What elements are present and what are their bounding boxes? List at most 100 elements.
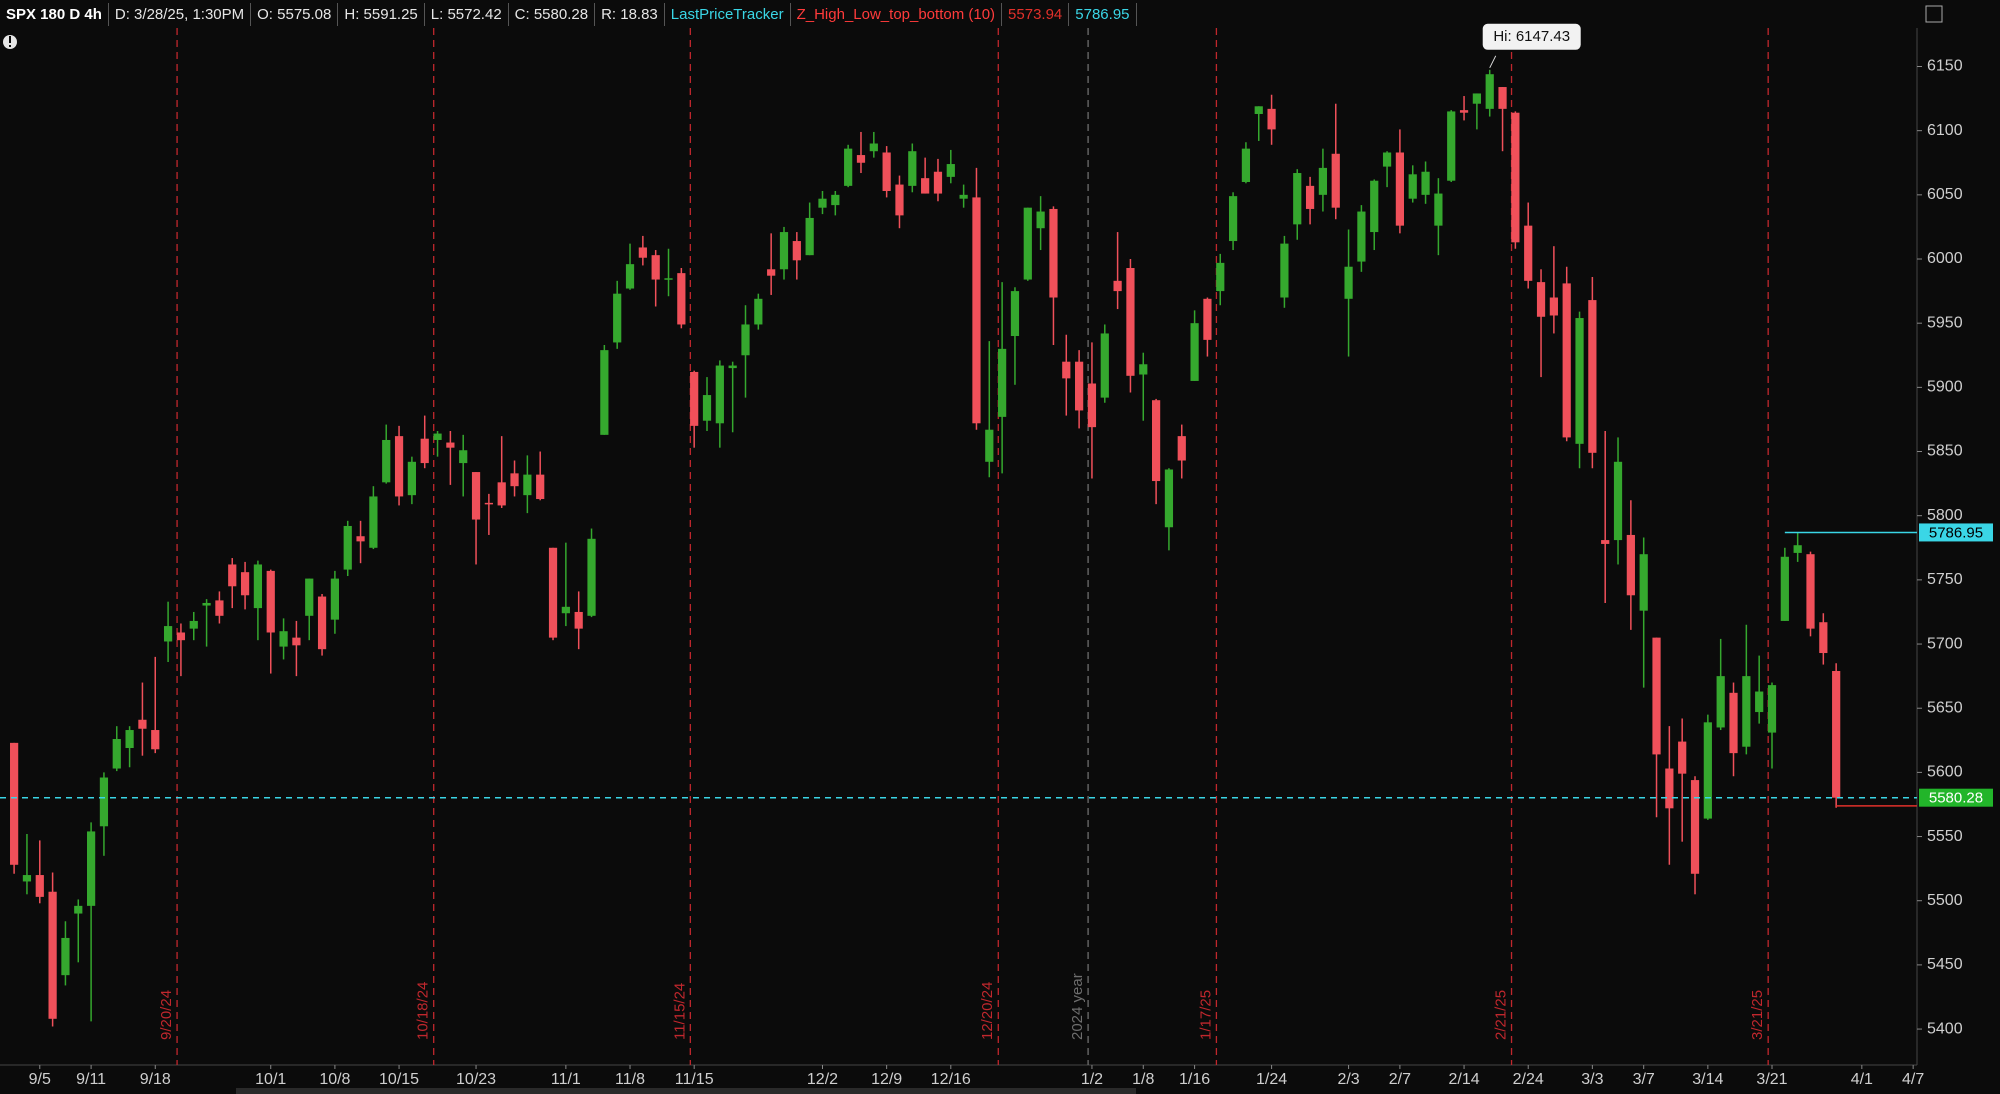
candle-body: [856, 155, 866, 163]
candle-body: [1203, 298, 1212, 340]
candle-body: [779, 232, 789, 270]
candle-body: [176, 632, 186, 641]
header-item: H: 5591.25: [338, 2, 425, 26]
x-tick-label: 2/14: [1448, 1071, 1479, 1088]
settings-icon[interactable]: [1925, 5, 1943, 23]
candle-body: [99, 777, 109, 827]
candle-body: [1395, 152, 1405, 226]
candle-body: [651, 255, 660, 280]
scrollbar[interactable]: [236, 1088, 1136, 1094]
header-item: O: 5575.08: [251, 2, 339, 26]
candle-body: [1678, 741, 1687, 774]
x-tick-label: 4/1: [1851, 1071, 1873, 1088]
candle-body: [664, 278, 673, 280]
alert-icon-dot: [9, 45, 11, 47]
x-tick-label: 10/15: [379, 1071, 419, 1088]
candle-body: [1588, 300, 1597, 453]
candle-body: [279, 631, 288, 647]
candle-body: [690, 371, 699, 426]
x-tick-label: 10/1: [255, 1071, 286, 1088]
candle-body: [1293, 173, 1302, 225]
candle-body: [1241, 148, 1251, 183]
candle-body: [459, 450, 468, 464]
candle-body: [574, 611, 583, 629]
candle-body: [163, 626, 173, 642]
candle-body: [1524, 225, 1533, 281]
x-tick-label: 10/8: [319, 1071, 350, 1088]
candle-body: [587, 538, 596, 616]
candle-body: [561, 606, 570, 614]
x-tick-label: 11/1: [551, 1071, 581, 1088]
candle-body: [1382, 152, 1392, 167]
event-label: 2024 year: [1069, 973, 1086, 1040]
candle-body: [61, 937, 70, 976]
candle-body: [1177, 436, 1186, 461]
candle-body: [1536, 282, 1546, 317]
y-tick-label: 5850: [1927, 443, 1963, 460]
x-tick-label: 3/7: [1633, 1071, 1655, 1088]
candle-body: [138, 719, 147, 729]
y-tick-label: 5900: [1927, 379, 1963, 396]
candle-body: [998, 348, 1007, 417]
candle-body: [356, 536, 365, 542]
x-tick-label: 12/16: [931, 1071, 971, 1088]
candle-body: [1793, 545, 1802, 553]
candle-body: [1280, 243, 1289, 298]
candle-body: [1216, 262, 1225, 292]
candle-body: [548, 547, 558, 638]
x-tick-label: 1/16: [1179, 1071, 1210, 1088]
y-tick-label: 5600: [1927, 764, 1963, 781]
candle-body: [420, 438, 429, 464]
candle-body: [536, 474, 545, 500]
alert-icon-mark: [9, 36, 11, 43]
candle-body: [292, 637, 301, 646]
x-tick-label: 1/8: [1132, 1071, 1154, 1088]
candle-body: [741, 324, 750, 356]
candle-body: [1357, 211, 1366, 262]
annotation-pointer: [1489, 55, 1497, 69]
header-item: R: 18.83: [595, 2, 665, 26]
y-tick-label: 6000: [1927, 250, 1963, 267]
candle-body: [882, 152, 891, 191]
header-item: SPX 180 D 4h: [0, 2, 109, 26]
price-badge-label: 5786.95: [1929, 524, 1983, 541]
candle-body: [1652, 637, 1661, 755]
candle-body: [305, 578, 314, 616]
candle-body: [933, 171, 943, 194]
candle-body: [407, 461, 416, 496]
candle-body: [317, 596, 327, 650]
candle-body: [394, 436, 404, 497]
candle-body: [1806, 554, 1815, 629]
y-tick-label: 5700: [1927, 635, 1963, 652]
candle-body: [1421, 171, 1430, 195]
candle-body: [151, 730, 160, 750]
candle-body: [471, 472, 481, 520]
candle-body: [805, 217, 814, 256]
candle-body: [1626, 534, 1635, 596]
candle-body: [1819, 622, 1828, 654]
candle-body: [921, 178, 930, 194]
event-label: 2/21/25: [1492, 990, 1509, 1040]
candle-body: [1703, 722, 1712, 819]
candle-body: [240, 572, 250, 596]
candle-body: [1613, 461, 1623, 541]
candle-body: [625, 264, 635, 289]
plot-area: [0, 28, 1917, 1065]
candle-body: [908, 151, 917, 186]
candle-body: [1062, 361, 1071, 379]
candle-body: [497, 482, 506, 506]
header-bar: SPX 180 D 4h D: 3/28/25, 1:30PM O: 5575.08…: [0, 0, 1917, 29]
candle-body: [1575, 318, 1584, 444]
x-tick-label: 9/11: [76, 1071, 106, 1088]
x-tick-label: 4/7: [1902, 1071, 1924, 1088]
x-tick-label: 10/23: [456, 1071, 496, 1088]
y-tick-label: 5750: [1927, 571, 1963, 588]
y-tick-label: 5400: [1927, 1020, 1963, 1037]
event-label: 12/20/24: [979, 982, 996, 1040]
annotation: Hi: 6147.43: [1493, 28, 1570, 45]
header-item: 5786.95: [1069, 2, 1137, 26]
candle-body: [446, 442, 455, 448]
candle-body: [959, 194, 968, 199]
candle-body: [844, 148, 853, 186]
